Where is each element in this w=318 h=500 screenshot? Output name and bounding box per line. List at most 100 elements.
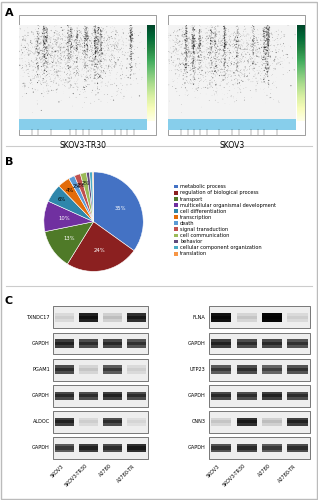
Bar [237, 418, 257, 426]
Bar [55, 420, 74, 424]
Text: SKOV3-TR30: SKOV3-TR30 [64, 464, 89, 488]
Bar [237, 366, 257, 374]
Bar [55, 314, 74, 322]
Bar [127, 368, 146, 372]
Bar [262, 316, 282, 319]
Bar [79, 340, 98, 347]
Bar [211, 368, 232, 372]
Bar [237, 392, 257, 400]
Bar [168, 120, 296, 130]
Bar [262, 418, 282, 426]
Bar [237, 314, 257, 322]
Bar [262, 394, 282, 398]
Bar [211, 418, 232, 426]
Bar [79, 366, 98, 374]
Bar [55, 394, 74, 398]
Bar [168, 15, 306, 135]
Bar [211, 444, 232, 452]
Bar [209, 306, 310, 328]
Bar [53, 306, 149, 328]
Bar [209, 332, 310, 354]
Bar [55, 316, 74, 319]
Text: SKOV3-TR30: SKOV3-TR30 [59, 140, 106, 149]
Bar [262, 368, 282, 372]
Bar [237, 316, 257, 319]
Bar [55, 444, 74, 452]
Bar [55, 392, 74, 400]
Bar [53, 358, 149, 380]
Bar [79, 314, 98, 322]
Bar [127, 394, 146, 398]
Bar [287, 446, 308, 450]
Bar [262, 446, 282, 450]
Text: UTP23: UTP23 [190, 367, 205, 372]
Bar [79, 444, 98, 452]
Bar [19, 120, 147, 130]
Text: CNN3: CNN3 [191, 420, 205, 424]
Bar [287, 394, 308, 398]
Bar [55, 366, 74, 374]
Bar [287, 420, 308, 424]
Bar [103, 418, 122, 426]
Bar [127, 314, 146, 322]
Bar [209, 358, 310, 380]
Bar [209, 437, 310, 459]
Bar [103, 314, 122, 322]
Text: C: C [5, 296, 13, 306]
Bar [53, 384, 149, 406]
Bar [127, 392, 146, 400]
Bar [79, 392, 98, 400]
Text: FLNA: FLNA [193, 315, 205, 320]
Bar [262, 420, 282, 424]
Text: B: B [5, 157, 13, 167]
Bar [103, 316, 122, 319]
Text: A2780: A2780 [257, 464, 272, 478]
Bar [211, 342, 232, 345]
Text: GAPDH: GAPDH [32, 446, 50, 450]
Bar [211, 366, 232, 374]
Bar [237, 394, 257, 398]
Bar [103, 420, 122, 424]
Text: A2780-TR: A2780-TR [116, 464, 136, 483]
Bar [55, 368, 74, 372]
Bar [127, 420, 146, 424]
Bar [287, 314, 308, 322]
Text: GAPDH: GAPDH [188, 341, 205, 346]
Bar [211, 314, 232, 322]
Bar [211, 446, 232, 450]
Bar [79, 418, 98, 426]
Text: ALDOC: ALDOC [33, 420, 50, 424]
Bar [287, 368, 308, 372]
Bar [209, 384, 310, 406]
Text: SKOV3: SKOV3 [220, 140, 245, 149]
Bar [127, 340, 146, 347]
Bar [79, 446, 98, 450]
Bar [209, 411, 310, 432]
Bar [127, 446, 146, 450]
Bar [237, 446, 257, 450]
Bar [287, 342, 308, 345]
Bar [262, 314, 282, 322]
Bar [211, 392, 232, 400]
Text: GAPDH: GAPDH [32, 393, 50, 398]
Bar [237, 340, 257, 347]
Bar [287, 418, 308, 426]
Bar [287, 340, 308, 347]
Bar [79, 420, 98, 424]
Bar [237, 368, 257, 372]
Text: A2780: A2780 [98, 464, 113, 478]
Text: GAPDH: GAPDH [32, 341, 50, 346]
Bar [237, 444, 257, 452]
Bar [262, 444, 282, 452]
Bar [55, 340, 74, 347]
Bar [287, 366, 308, 374]
Bar [103, 366, 122, 374]
Bar [127, 316, 146, 319]
Bar [211, 394, 232, 398]
Bar [103, 342, 122, 345]
Text: PGAM1: PGAM1 [32, 367, 50, 372]
Legend: metabolic process, regulation of biological process, transport, multicellular or: metabolic process, regulation of biologi… [174, 184, 276, 256]
Bar [237, 342, 257, 345]
Text: TXNDC17: TXNDC17 [26, 315, 50, 320]
Bar [53, 437, 149, 459]
